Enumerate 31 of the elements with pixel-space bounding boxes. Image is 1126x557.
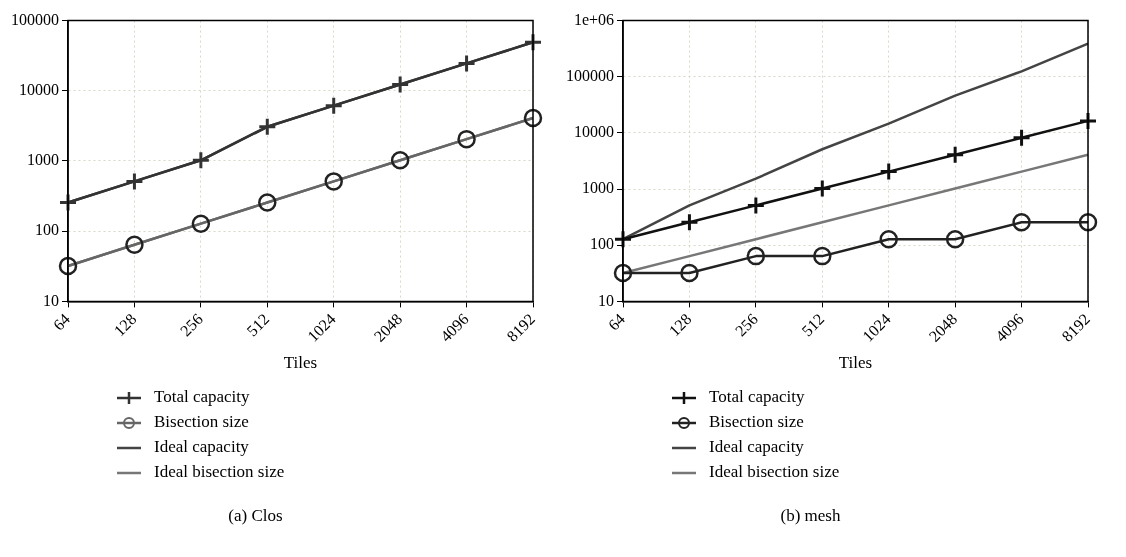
legend-label: Bisection size [709,412,804,431]
y-tick-label: 100000 [566,66,614,84]
legend-label: Ideal bisection size [154,462,285,481]
legend-label: Total capacity [154,387,250,406]
y-tick-label: 100 [35,221,59,239]
legend-label: Ideal capacity [709,437,804,456]
x-axis-title: Tiles [838,353,873,373]
x-tick-label: 512 [798,310,828,340]
text: (a) Clos [227,506,284,526]
x-tick-label: 64 [49,310,74,334]
legend-label: Bisection size [154,412,249,431]
legend-label: Ideal bisection size [709,462,840,481]
x-tick-label: 64 [604,310,629,334]
y-tick-label: 10 [43,291,59,309]
y-tick-label: 1000 [582,179,614,197]
legend-label: Total capacity [709,387,805,406]
x-tick-label: 512 [243,310,273,340]
x-tick-label: 256 [176,310,206,340]
y-tick-label: 1000 [27,151,59,169]
y-tick-label: 100000 [11,10,59,28]
text: (b) mesh [779,506,842,526]
y-tick-label: 10000 [574,123,614,141]
y-tick-label: 1e+06 [573,10,614,28]
x-tick-label: 128 [110,310,140,340]
x-tick-label: 256 [731,310,761,340]
legend-label: Ideal capacity [154,437,249,456]
y-tick-label: 10000 [19,81,59,98]
x-axis-title: Tiles [283,353,318,373]
y-tick-label: 100 [590,235,614,253]
y-tick-label: 10 [598,291,614,309]
x-tick-label: 128 [665,310,695,340]
